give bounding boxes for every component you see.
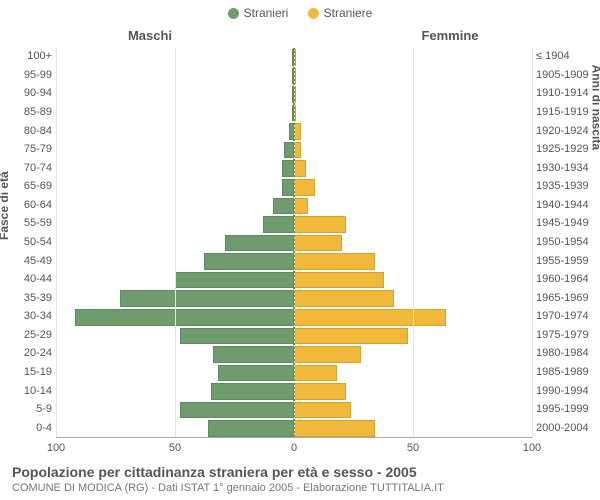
header-male: Maschi (0, 28, 300, 43)
female-swatch-icon (308, 8, 319, 19)
female-bar (294, 328, 408, 345)
birth-label: 2000-2004 (536, 423, 589, 434)
male-bar (175, 272, 294, 289)
birth-label: 1965-1969 (536, 293, 589, 304)
age-label: 25-29 (24, 330, 52, 341)
female-bar (294, 235, 342, 252)
age-label: 0-4 (36, 423, 52, 434)
female-bar (294, 290, 394, 307)
x-tick: 0 (291, 442, 297, 454)
age-label: 35-39 (24, 293, 52, 304)
birth-label: 1960-1964 (536, 274, 589, 285)
female-bar (294, 402, 351, 419)
female-bar (294, 420, 375, 437)
age-label: 5-9 (36, 404, 52, 415)
column-headers: Maschi Femmine (0, 28, 600, 46)
legend-male-label: Stranieri (244, 6, 289, 20)
age-label: 70-74 (24, 163, 52, 174)
female-bar (294, 272, 384, 289)
yaxis-title-right: Anni di nascita (589, 65, 600, 150)
yaxis-title-left: Fasce di età (0, 171, 11, 240)
female-bar (294, 309, 446, 326)
male-bar (211, 383, 294, 400)
age-label: 60-64 (24, 200, 52, 211)
chart-subtitle: COMUNE DI MODICA (RG) - Dati ISTAT 1° ge… (12, 482, 588, 494)
male-bar (213, 346, 294, 363)
birth-label: 1945-1949 (536, 218, 589, 229)
age-label: 75-79 (24, 144, 52, 155)
legend: Stranieri Straniere (0, 6, 600, 22)
birth-label: 1920-1924 (536, 126, 589, 137)
grid-line (413, 48, 414, 437)
x-tick: 100 (47, 442, 65, 454)
age-label: 55-59 (24, 218, 52, 229)
x-tick: 50 (169, 442, 181, 454)
birth-label: 1990-1994 (536, 386, 589, 397)
x-tick: 50 (407, 442, 419, 454)
age-label: 100+ (27, 51, 52, 62)
male-bar (263, 216, 294, 233)
chart-title: Popolazione per cittadinanza straniera p… (12, 464, 588, 480)
footer: Popolazione per cittadinanza straniera p… (12, 464, 588, 494)
age-label: 20-24 (24, 348, 52, 359)
birth-label: 1905-1909 (536, 70, 589, 81)
age-label: 85-89 (24, 107, 52, 118)
male-bar (75, 309, 294, 326)
female-bar (294, 123, 301, 140)
birth-label: 1910-1914 (536, 88, 589, 99)
birth-label: 1925-1929 (536, 144, 589, 155)
age-label: 10-14 (24, 386, 52, 397)
pyramid-container: Stranieri Straniere Maschi Femmine Fasce… (0, 0, 600, 500)
birth-label: 1985-1989 (536, 367, 589, 378)
age-label: 65-69 (24, 181, 52, 192)
male-bar (225, 235, 294, 252)
birth-label: 1950-1954 (536, 237, 589, 248)
age-label: 40-44 (24, 274, 52, 285)
female-bar (294, 346, 361, 363)
chart-area (56, 48, 532, 438)
male-bar (120, 290, 294, 307)
birth-label: 1940-1944 (536, 200, 589, 211)
male-bar (208, 420, 294, 437)
grid-line (175, 48, 176, 437)
female-bar (294, 160, 306, 177)
birth-label: 1930-1934 (536, 163, 589, 174)
female-bar (294, 142, 301, 159)
female-bar (294, 179, 315, 196)
legend-female-label: Straniere (324, 6, 373, 20)
age-label: 30-34 (24, 311, 52, 322)
birth-label: 1915-1919 (536, 107, 589, 118)
female-bar (294, 253, 375, 270)
grid-line (532, 48, 533, 437)
female-bar (294, 198, 308, 215)
female-bar (294, 216, 346, 233)
male-bar (273, 198, 294, 215)
header-female: Femmine (300, 28, 600, 43)
birth-label: 1935-1939 (536, 181, 589, 192)
female-bar (294, 383, 346, 400)
x-tick: 100 (523, 442, 541, 454)
birth-label: 1955-1959 (536, 256, 589, 267)
male-bar (204, 253, 294, 270)
female-bar (294, 365, 337, 382)
age-label: 80-84 (24, 126, 52, 137)
male-bar (180, 328, 294, 345)
grid-line (56, 48, 57, 437)
legend-item-female: Straniere (308, 6, 373, 20)
age-label: 45-49 (24, 256, 52, 267)
birth-label: 1995-1999 (536, 404, 589, 415)
age-label: 50-54 (24, 237, 52, 248)
birth-label: 1970-1974 (536, 311, 589, 322)
birth-label: ≤ 1904 (536, 51, 570, 62)
legend-item-male: Stranieri (228, 6, 289, 20)
birth-label: 1980-1984 (536, 348, 589, 359)
male-swatch-icon (228, 8, 239, 19)
age-label: 95-99 (24, 70, 52, 81)
male-bar (180, 402, 294, 419)
age-label: 90-94 (24, 88, 52, 99)
age-label: 15-19 (24, 367, 52, 378)
birth-label: 1975-1979 (536, 330, 589, 341)
center-axis (293, 48, 295, 437)
male-bar (218, 365, 294, 382)
